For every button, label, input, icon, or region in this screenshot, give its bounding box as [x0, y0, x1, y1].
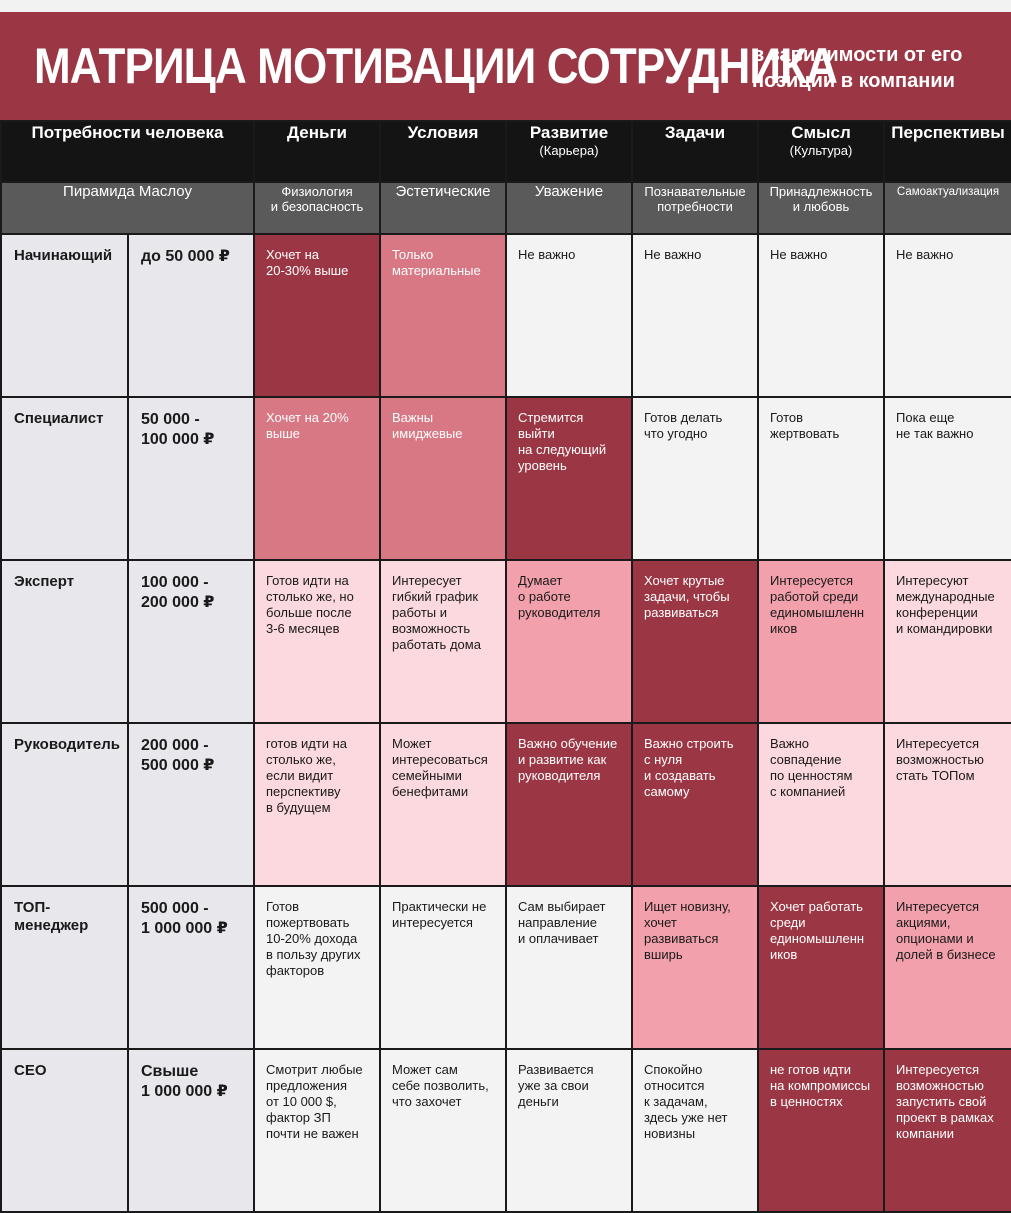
- matrix-cell-conditions: Важны имиджевые: [379, 396, 507, 561]
- table-row: CEO Свыше 1 000 000 ₽ Смотрит любые предло…: [0, 1048, 1011, 1213]
- title-banner: МАТРИЦА МОТИВАЦИИ СОТРУДНИКА в зависимос…: [0, 12, 1011, 120]
- matrix-cell-tasks: Спокойно относится к задачам, здесь уже …: [631, 1048, 759, 1213]
- column-title: Деньги: [286, 123, 348, 142]
- matrix-cell-prospects: Интересуется возможностью стать ТОПом: [883, 722, 1011, 887]
- maslow-level-physiology: Физиология и безопасность: [253, 181, 381, 235]
- maslow-level-aesthetic: Эстетические: [379, 181, 507, 235]
- salary-range: до 50 000 ₽: [127, 233, 255, 398]
- salary-range: Свыше 1 000 000 ₽: [127, 1048, 255, 1213]
- role-label: Специалист: [0, 396, 129, 561]
- matrix-cell-meaning: Важно совпадение по ценностям с компание…: [757, 722, 885, 887]
- motivation-matrix: Потребности человека Деньги Условия Разв…: [0, 120, 1011, 1213]
- matrix-cell-meaning: Готов жертвовать: [757, 396, 885, 561]
- page-title: МАТРИЦА МОТИВАЦИИ СОТРУДНИКА: [34, 38, 838, 94]
- matrix-cell-meaning: Не важно: [757, 233, 885, 398]
- matrix-cell-tasks: Важно строить с нуля и создавать самому: [631, 722, 759, 887]
- table-row: Руководитель 200 000 - 500 000 ₽ готов идт…: [0, 722, 1011, 887]
- role-label: ТОП- менеджер: [0, 885, 129, 1050]
- matrix-cell-development: Важно обучение и развитие как руководите…: [505, 722, 633, 887]
- matrix-cell-meaning: Интересуется работой среди единомышленн …: [757, 559, 885, 724]
- page-subtitle: в зависимости от его позиции в компании: [752, 42, 962, 94]
- matrix-cell-conditions: Может интересоваться семейными бенефитам…: [379, 722, 507, 887]
- matrix-cell-money: Готов пожертвовать 10-20% дохода в польз…: [253, 885, 381, 1050]
- matrix-cell-development: Сам выбирает направление и оплачивает: [505, 885, 633, 1050]
- matrix-cell-tasks: Хочет крутые задачи, чтобы развиваться: [631, 559, 759, 724]
- matrix-cell-money: Хочет на 20% выше: [253, 396, 381, 561]
- matrix-cell-prospects: Интересуется акциями, опционами и долей …: [883, 885, 1011, 1050]
- column-header-meaning: Смысл (Культура): [757, 120, 885, 183]
- matrix-cell-prospects: Интересуют международные конференции и к…: [883, 559, 1011, 724]
- matrix-cell-conditions: Только материальные: [379, 233, 507, 398]
- column-header-conditions: Условия: [379, 120, 507, 183]
- column-header-tasks: Задачи: [631, 120, 759, 183]
- matrix-cell-conditions: Интересует гибкий график работы и возмож…: [379, 559, 507, 724]
- needs-label: Потребности человека: [0, 120, 255, 183]
- maslow-header-row: Пирамида Маслоу Физиология и безопасност…: [0, 181, 1011, 235]
- matrix-cell-money: Хочет на 20-30% выше: [253, 233, 381, 398]
- table-row: Специалист 50 000 - 100 000 ₽ Хочет на 20%…: [0, 396, 1011, 561]
- role-label: Эксперт: [0, 559, 129, 724]
- role-label: Начинающий: [0, 233, 129, 398]
- salary-range: 200 000 - 500 000 ₽: [127, 722, 255, 887]
- matrix-cell-development: Стремится выйти на следующий уровень: [505, 396, 633, 561]
- column-title: Смысл: [791, 123, 851, 142]
- maslow-label: Пирамида Маслоу: [0, 181, 255, 235]
- role-label: CEO: [0, 1048, 129, 1213]
- subtitle-line-1: в зависимости от его: [752, 44, 963, 66]
- table-row: ТОП- менеджер 500 000 - 1 000 000 ₽ Готов …: [0, 885, 1011, 1050]
- matrix-cell-tasks: Готов делать что угодно: [631, 396, 759, 561]
- maslow-level-cognitive: Познавательные потребности: [631, 181, 759, 235]
- column-title: Развитие: [529, 123, 609, 142]
- salary-range: 100 000 - 200 000 ₽: [127, 559, 255, 724]
- matrix-cell-conditions: Практически не интересуется: [379, 885, 507, 1050]
- subtitle-line-2: позиции в компании: [752, 70, 955, 92]
- column-header-prospects: Перспективы: [883, 120, 1011, 183]
- matrix-cell-meaning: не готов идти на компромиссы в ценностях: [757, 1048, 885, 1213]
- role-label: Руководитель: [0, 722, 129, 887]
- matrix-cell-prospects: Не важно: [883, 233, 1011, 398]
- column-header-development: Развитие (Карьера): [505, 120, 633, 183]
- matrix-cell-prospects: Интересуется возможностью запустить свой…: [883, 1048, 1011, 1213]
- matrix-cell-tasks: Не важно: [631, 233, 759, 398]
- column-subtitle: (Карьера): [539, 143, 599, 158]
- salary-range: 50 000 - 100 000 ₽: [127, 396, 255, 561]
- column-subtitle: (Культура): [789, 143, 853, 158]
- column-header-money: Деньги: [253, 120, 381, 183]
- table-row: Эксперт 100 000 - 200 000 ₽ Готов идти на …: [0, 559, 1011, 724]
- maslow-level-belonging: Принадлежность и любовь: [757, 181, 885, 235]
- matrix-cell-meaning: Хочет работать среди единомышленн иков: [757, 885, 885, 1050]
- matrix-cell-money: Смотрит любые предложения от 10 000 $, ф…: [253, 1048, 381, 1213]
- matrix-cell-development: Думает о работе руководителя: [505, 559, 633, 724]
- matrix-cell-development: Развивается уже за свои деньги: [505, 1048, 633, 1213]
- column-title: Задачи: [664, 123, 726, 142]
- matrix-cell-money: готов идти на столько же, если видит пер…: [253, 722, 381, 887]
- matrix-cell-conditions: Может сам себе позволить, что захочет: [379, 1048, 507, 1213]
- table-row: Начинающий до 50 000 ₽ Хочет на 20-30% выш…: [0, 233, 1011, 398]
- matrix-cell-prospects: Пока еще не так важно: [883, 396, 1011, 561]
- maslow-level-self-actualization: Самоактуализация: [883, 181, 1011, 235]
- matrix-cell-development: Не важно: [505, 233, 633, 398]
- matrix-cell-tasks: Ищет новизну, хочет развиваться вширь: [631, 885, 759, 1050]
- matrix-cell-money: Готов идти на столько же, но больше посл…: [253, 559, 381, 724]
- maslow-level-respect: Уважение: [505, 181, 633, 235]
- salary-range: 500 000 - 1 000 000 ₽: [127, 885, 255, 1050]
- needs-header-row: Потребности человека Деньги Условия Разв…: [0, 120, 1011, 183]
- column-title: Условия: [407, 123, 479, 142]
- column-title: Перспективы: [891, 123, 1005, 142]
